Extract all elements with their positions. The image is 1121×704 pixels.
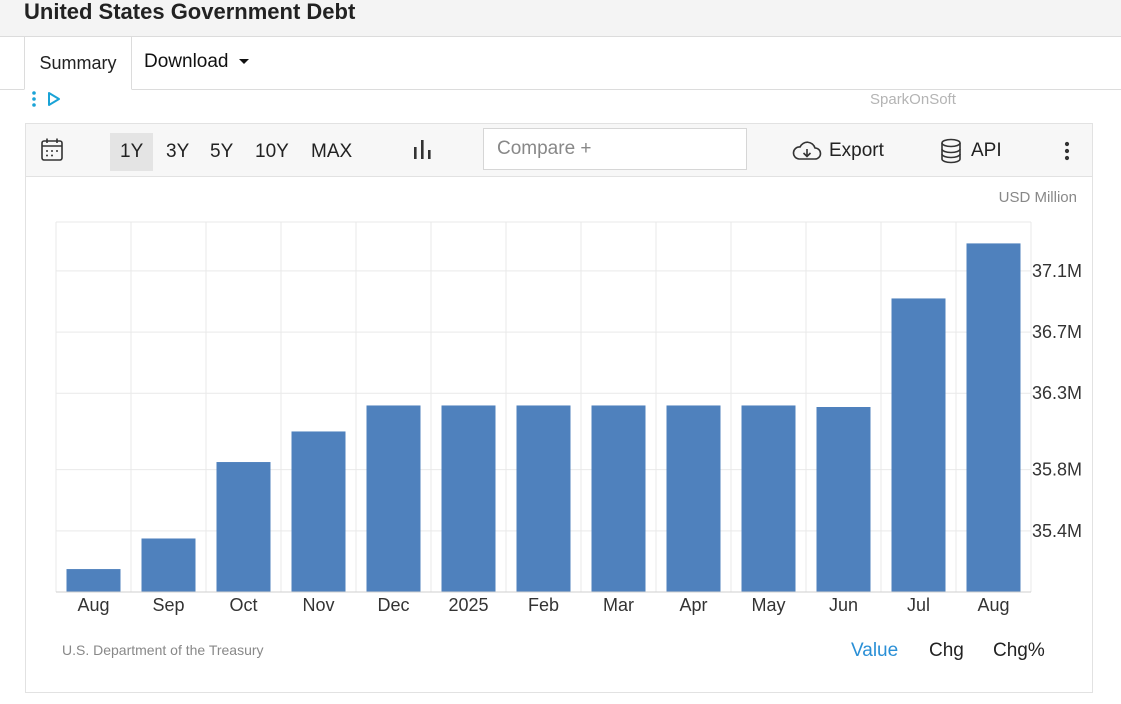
tab-summary[interactable]: Summary xyxy=(24,37,132,90)
x-tick-label: Aug xyxy=(977,595,1009,615)
y-tick-label: 35.8M xyxy=(1032,460,1082,480)
cloud-download-icon xyxy=(792,141,822,160)
x-tick-label: Aug xyxy=(77,595,109,615)
bar xyxy=(66,569,121,592)
bar xyxy=(291,431,346,592)
tab-download-dropdown[interactable]: Download xyxy=(144,37,249,89)
x-tick-label: Jul xyxy=(907,595,930,615)
bar xyxy=(666,405,721,592)
export-button[interactable]: Export xyxy=(791,138,884,164)
x-tick-label: Feb xyxy=(528,595,559,615)
bar xyxy=(366,405,421,592)
source-label: U.S. Department of the Treasury xyxy=(62,642,264,658)
database-icon xyxy=(941,138,961,164)
range-10y-button[interactable]: 10Y xyxy=(255,141,289,162)
compare-input[interactable] xyxy=(483,128,747,170)
range-5y-button[interactable]: 5Y xyxy=(210,141,234,162)
more-options-icon[interactable] xyxy=(1062,138,1072,172)
chart-type-icon[interactable] xyxy=(412,137,434,171)
export-label: Export xyxy=(829,140,884,161)
ad-label: SparkOnSoft xyxy=(870,91,956,108)
bar xyxy=(741,405,796,592)
bar xyxy=(141,538,196,592)
y-tick-label: 36.7M xyxy=(1032,322,1082,342)
x-tick-label: Mar xyxy=(603,595,634,615)
api-label: API xyxy=(971,140,1002,162)
chgpct-tab[interactable]: Chg% xyxy=(993,640,1045,661)
x-tick-label: Jun xyxy=(829,595,858,615)
page-title: United States Government Debt xyxy=(24,0,356,24)
bar xyxy=(816,407,871,592)
range-max-button[interactable]: MAX xyxy=(311,141,353,162)
bar xyxy=(441,405,496,592)
x-tick-label: 2025 xyxy=(448,595,488,615)
bar xyxy=(966,243,1021,592)
bar-chart: 35.4M 35.8M 36.3M 36.7M 37.1M Aug Sep Oct Nov Dec… xyxy=(55,221,1082,615)
tabs-row: Summary Download xyxy=(0,37,1121,90)
ad-choices[interactable] xyxy=(30,90,70,108)
ad-info-icon xyxy=(32,91,60,107)
y-tick-label: 37.1M xyxy=(1032,261,1082,281)
x-tick-label: Nov xyxy=(302,595,334,615)
tab-download-label: Download xyxy=(144,51,229,72)
range-1y-button[interactable]: 1Y xyxy=(110,133,154,171)
bar xyxy=(891,298,946,592)
x-tick-label: Oct xyxy=(229,595,257,615)
x-tick-label: May xyxy=(751,595,785,615)
chg-tab[interactable]: Chg xyxy=(929,640,964,661)
calendar-icon[interactable] xyxy=(40,137,64,171)
range-3y-button[interactable]: 3Y xyxy=(166,141,190,162)
chart-card: 1Y 3Y 5Y 10Y MAX Export xyxy=(25,123,1093,693)
y-tick-label: 36.3M xyxy=(1032,383,1082,403)
x-tick-label: Sep xyxy=(152,595,184,615)
unit-label: USD Million xyxy=(998,189,1077,206)
value-tab[interactable]: Value xyxy=(851,640,899,661)
api-button[interactable]: API xyxy=(939,138,1002,164)
title-bar: United States Government Debt xyxy=(0,0,1121,37)
bar xyxy=(216,462,271,592)
bar xyxy=(591,405,646,592)
x-tick-label: Dec xyxy=(377,595,409,615)
bar xyxy=(516,405,571,592)
chevron-down-icon xyxy=(238,59,249,65)
chart-toolbar: 1Y 3Y 5Y 10Y MAX Export xyxy=(26,124,1092,177)
y-tick-label: 35.4M xyxy=(1032,521,1082,541)
x-tick-label: Apr xyxy=(679,595,707,615)
